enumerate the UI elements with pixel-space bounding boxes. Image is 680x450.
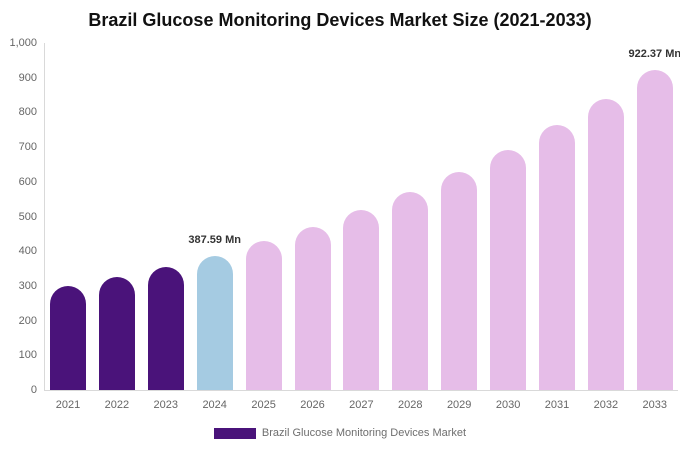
y-tick-0: 0 [30,384,37,396]
y-tick-100: 100 [18,349,37,362]
legend-item[interactable]: Brazil Glucose Monitoring Devices Market [0,427,680,439]
x-tick-2030: 2030 [495,399,521,411]
bar-2028[interactable] [392,192,429,390]
legend-label: Brazil Glucose Monitoring Devices Market [261,427,467,439]
x-tick-2031: 2031 [544,399,570,411]
bar-2026[interactable] [294,226,331,390]
bar-2029[interactable] [441,172,478,390]
x-tick-2027: 2027 [349,399,374,411]
bar-2030[interactable] [490,149,527,390]
x-tick-2028: 2028 [398,399,423,411]
y-axis-line [44,43,45,390]
y-tick-500: 500 [18,210,37,223]
y-tick-300: 300 [18,279,37,292]
y-tick-900: 900 [18,71,37,84]
x-tick-2024: 2024 [202,399,227,411]
bar-2021[interactable] [50,286,86,390]
x-tick-2022: 2022 [104,399,130,411]
y-tick-700: 700 [18,141,37,154]
value-label-2024: 387.59 Mn [188,233,241,246]
y-tick-400: 400 [18,245,37,258]
value-label-2033: 922.37 Mn [628,47,680,60]
y-tick-200: 200 [18,314,37,327]
x-tick-2026: 2026 [300,399,325,411]
y-tick-800: 800 [18,106,37,119]
x-tick-2032: 2032 [593,399,619,411]
x-tick-2033: 2033 [642,399,668,411]
chart-title: Brazil Glucose Monitoring Devices Market… [88,10,592,30]
legend-swatch [213,427,256,439]
bar-2023[interactable] [147,266,184,390]
x-tick-2023: 2023 [153,399,179,411]
x-tick-2021: 2021 [55,399,81,411]
bar-2031[interactable] [539,125,575,390]
bar-2024[interactable] [196,255,233,390]
bar-2025[interactable] [245,241,282,390]
y-tick-1000: 1,000 [9,37,37,49]
x-tick-2029: 2029 [446,399,472,411]
x-tick-2025: 2025 [251,399,276,411]
x-axis-line [44,390,678,391]
bar-2032[interactable] [587,98,624,390]
y-tick-600: 600 [18,175,37,188]
bar-2022[interactable] [98,277,135,390]
bar-2027[interactable] [343,210,380,390]
bar-2033[interactable] [636,69,673,390]
